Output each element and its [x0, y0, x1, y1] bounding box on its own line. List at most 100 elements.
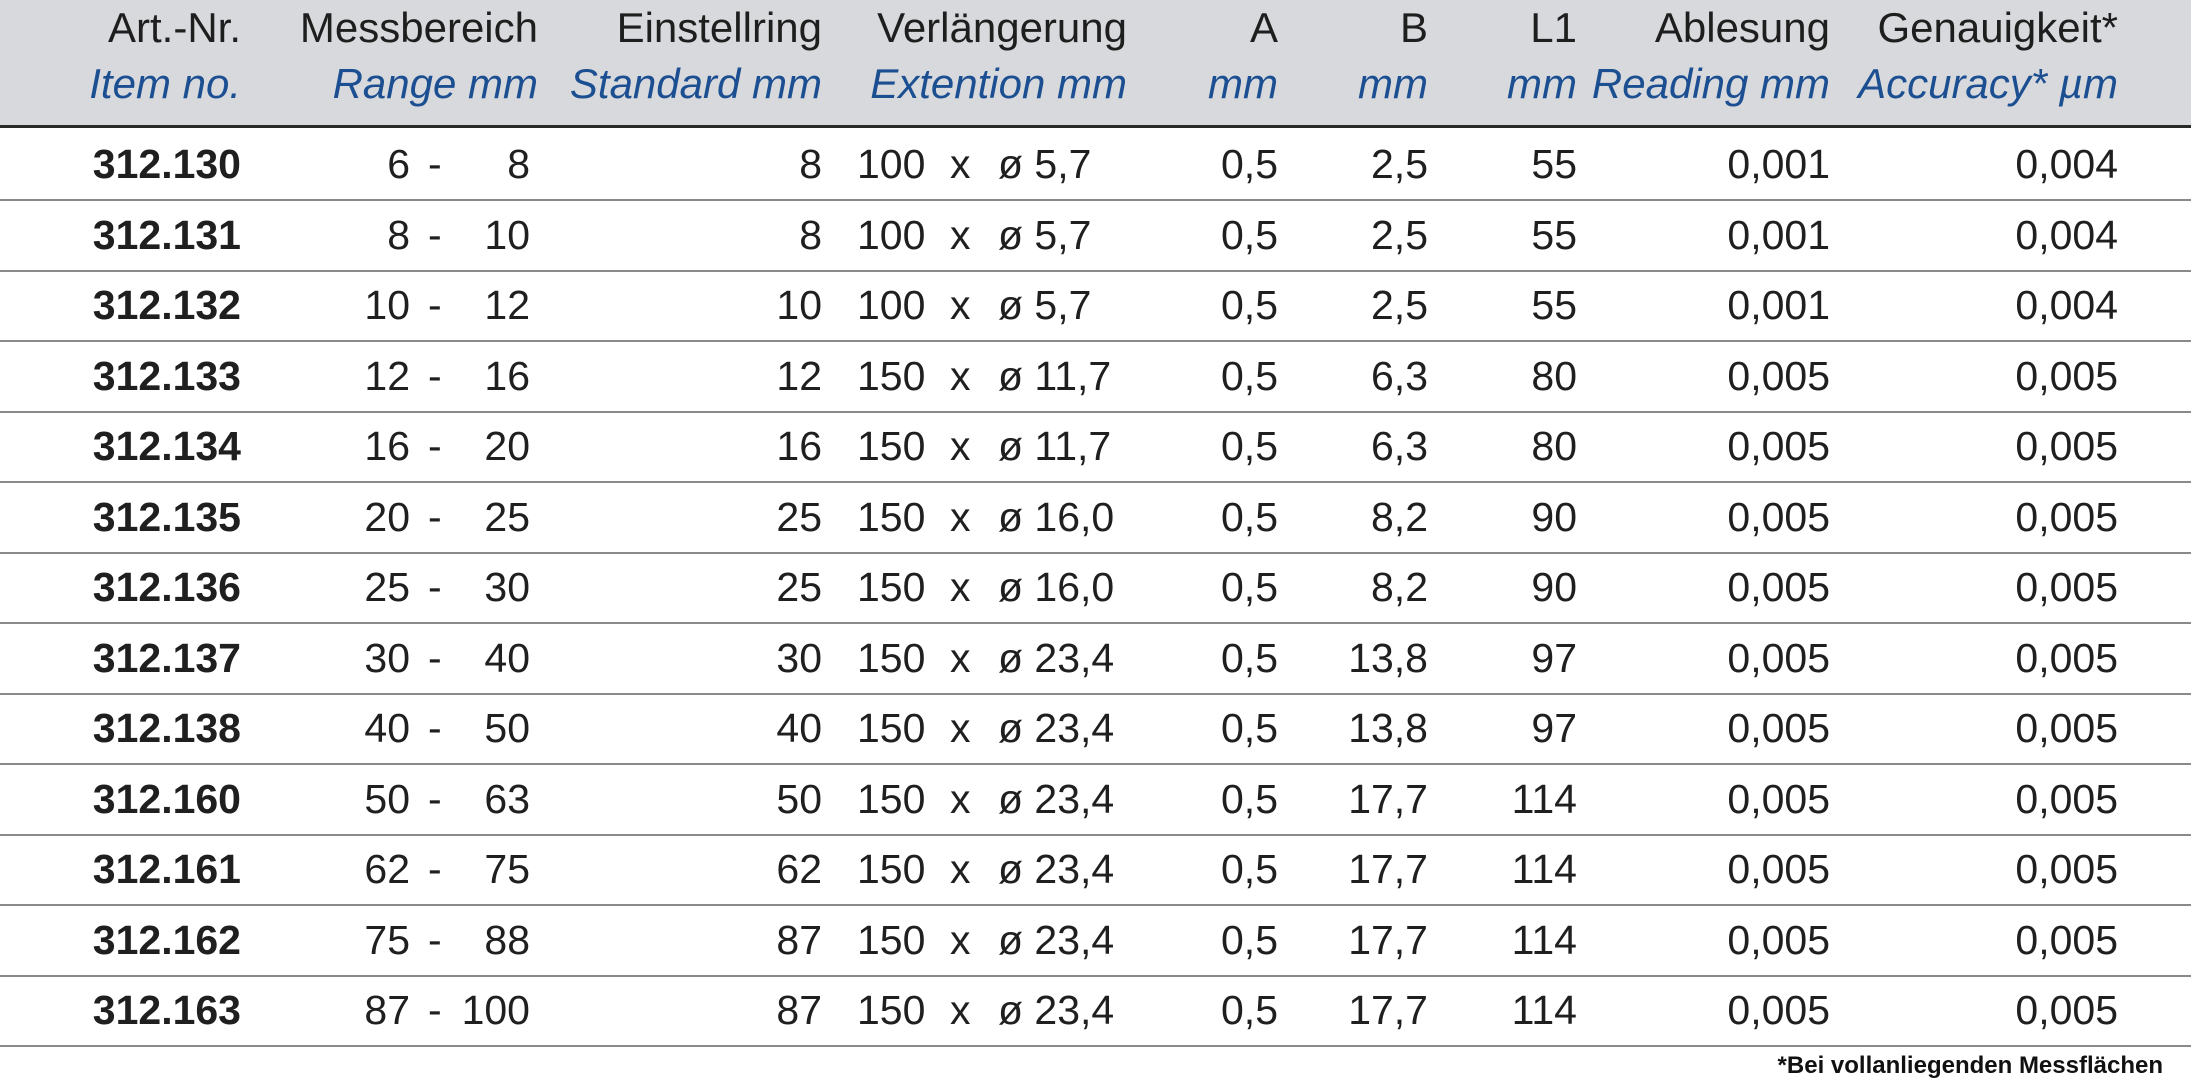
header-accuracy-de: Genauigkeit* — [1877, 4, 2119, 51]
cell-ext-x: x — [950, 916, 971, 963]
cell-l1: 114 — [1511, 916, 1577, 963]
cell-a: 0,5 — [1221, 282, 1278, 328]
range-dash: - — [428, 211, 442, 258]
table-row: 312.130 6- 8 8 100 x ø 5,7 0,5 2,5 55 0,001 0,004 — [0, 131, 2191, 201]
cell-ext-x: x — [950, 705, 971, 751]
header-a-de: A — [1249, 4, 1278, 51]
cell-a: 0,5 — [1221, 775, 1278, 822]
header-range: Messbereich Range mm — [260, 0, 538, 128]
cell-ring: 87 — [776, 916, 822, 963]
table-row: 312.163 87-100 87 150 x ø 23,4 0,5 17,7 114 0,005… — [0, 977, 2191, 1047]
header-ring-de: Einstellring — [616, 4, 822, 51]
cell-item: 312.133 — [92, 352, 241, 399]
cell-rto: 88 — [484, 916, 530, 963]
table-header: Art.-Nr. Item no. Messbereich Range mm E… — [0, 0, 2191, 128]
cell-item: 312.160 — [92, 775, 241, 822]
cell-ring: 25 — [776, 493, 822, 540]
cell-ext-dia: ø 23,4 — [998, 987, 1115, 1033]
cell-a: 0,5 — [1221, 846, 1278, 892]
cell-ext-dia: ø 23,4 — [998, 916, 1115, 963]
cell-l1: 114 — [1511, 846, 1577, 892]
cell-a: 0,5 — [1221, 916, 1278, 963]
cell-ext-x: x — [950, 282, 971, 328]
header-accuracy: Genauigkeit* Accuracy* µm — [1850, 0, 2118, 128]
cell-l1: 97 — [1531, 634, 1577, 681]
cell-item: 312.163 — [92, 987, 241, 1033]
cell-ring: 40 — [776, 705, 822, 751]
cell-ext-dia: ø 16,0 — [998, 564, 1115, 610]
cell-ring: 62 — [776, 846, 822, 892]
cell-reading: 0,005 — [1727, 634, 1830, 681]
cell-ring: 30 — [776, 634, 822, 681]
cell-rto: 63 — [484, 775, 530, 822]
footnote: *Bei vollanliegenden Messflächen — [1777, 1052, 2163, 1079]
cell-l1: 80 — [1531, 423, 1577, 469]
cell-ext-len: 150 — [857, 987, 926, 1033]
cell-ring: 87 — [776, 987, 822, 1033]
cell-l1: 90 — [1531, 493, 1577, 540]
cell-l1: 90 — [1531, 564, 1577, 610]
table-row: 312.133 12-16 12 150 x ø 11,7 0,5 6,3 80 0,005 0,0… — [0, 343, 2191, 413]
cell-rfrom: 10 — [364, 282, 410, 328]
cell-ext-len: 150 — [857, 846, 926, 892]
header-reading-en: Reading mm — [1591, 60, 1830, 107]
header-ext-de: Verlängerung — [877, 4, 1127, 51]
header-l1: L1 mm — [1450, 0, 1577, 128]
cell-rfrom: 25 — [364, 564, 410, 610]
cell-ext-x: x — [950, 564, 971, 610]
cell-accuracy: 0,004 — [2015, 211, 2118, 258]
cell-reading: 0,005 — [1727, 916, 1830, 963]
cell-b: 8,2 — [1371, 564, 1428, 610]
table-row: 312.138 40-50 40 150 x ø 23,4 0,5 13,8 97 0,005 0,… — [0, 695, 2191, 765]
cell-a: 0,5 — [1221, 211, 1278, 258]
cell-reading: 0,001 — [1727, 282, 1830, 328]
cell-l1: 55 — [1531, 282, 1577, 328]
cell-accuracy: 0,005 — [2015, 916, 2118, 963]
header-accuracy-en: Accuracy* µm — [1858, 60, 2118, 107]
header-l1-de: L1 — [1530, 4, 1577, 51]
header-ext: Verlängerung Extention mm — [840, 0, 1127, 128]
cell-b: 17,7 — [1348, 987, 1428, 1033]
range-dash: - — [428, 141, 442, 187]
cell-accuracy: 0,004 — [2015, 282, 2118, 328]
table-row: 312.132 10-12 10 100 x ø 5,7 0,5 2,5 55 0,001 0,00… — [0, 272, 2191, 342]
cell-item: 312.138 — [92, 705, 241, 751]
cell-ext-len: 150 — [857, 564, 926, 610]
cell-reading: 0,001 — [1727, 211, 1830, 258]
header-b-en: mm — [1358, 60, 1428, 107]
cell-item: 312.137 — [92, 634, 241, 681]
cell-ext-x: x — [950, 141, 971, 187]
cell-ext-len: 100 — [857, 282, 926, 328]
cell-l1: 55 — [1531, 211, 1577, 258]
cell-item: 312.161 — [92, 846, 241, 892]
cell-accuracy: 0,005 — [2015, 564, 2118, 610]
cell-ext-x: x — [950, 352, 971, 399]
range-dash: - — [428, 564, 442, 610]
cell-rto: 40 — [484, 634, 530, 681]
table-row: 312.161 62-75 62 150 x ø 23,4 0,5 17,7 114 0,005 0… — [0, 836, 2191, 906]
cell-a: 0,5 — [1221, 493, 1278, 540]
cell-rfrom: 16 — [364, 423, 410, 469]
cell-b: 8,2 — [1371, 493, 1428, 540]
cell-accuracy: 0,005 — [2015, 493, 2118, 540]
cell-b: 2,5 — [1371, 211, 1428, 258]
cell-rto: 16 — [484, 352, 530, 399]
cell-b: 6,3 — [1371, 352, 1428, 399]
cell-ext-len: 100 — [857, 141, 926, 187]
header-b: B mm — [1300, 0, 1428, 128]
cell-ext-dia: ø 11,7 — [998, 423, 1112, 469]
header-a-en: mm — [1208, 60, 1278, 107]
cell-ext-len: 150 — [857, 634, 926, 681]
cell-ext-x: x — [950, 987, 971, 1033]
cell-rfrom: 75 — [364, 916, 410, 963]
cell-a: 0,5 — [1221, 423, 1278, 469]
range-dash: - — [428, 493, 442, 540]
cell-reading: 0,005 — [1727, 987, 1830, 1033]
cell-ring: 25 — [776, 564, 822, 610]
header-item: Art.-Nr. Item no. — [0, 0, 241, 128]
cell-ring: 10 — [776, 282, 822, 328]
cell-item: 312.162 — [92, 916, 241, 963]
cell-ext-x: x — [950, 493, 971, 540]
header-l1-en: mm — [1507, 60, 1577, 107]
cell-rfrom: 6 — [387, 141, 410, 187]
